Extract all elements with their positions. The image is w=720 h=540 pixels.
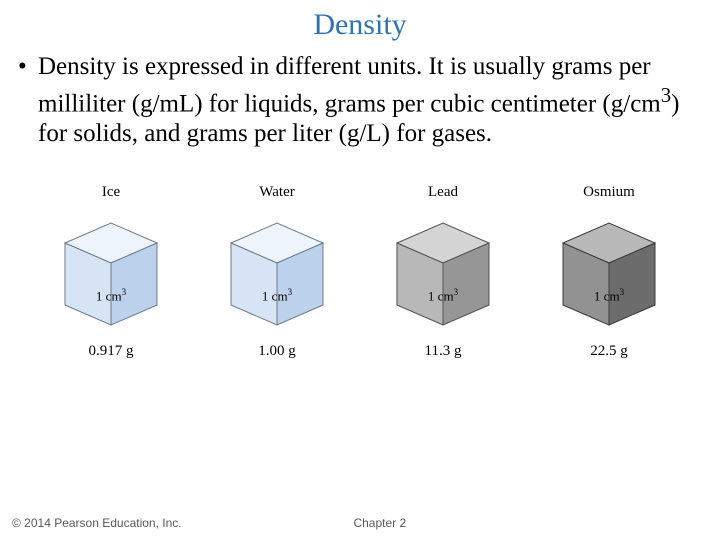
cube-mass: 1.00 g <box>258 343 296 360</box>
cube-block: Osmium 1 cm3 22.5 g <box>529 184 689 360</box>
cube-mass: 0.917 g <box>89 343 134 360</box>
copyright-text: © 2014 Pearson Education, Inc. <box>12 516 182 530</box>
cube-block: Water 1 cm3 1.00 g <box>197 184 357 360</box>
cube-graphic: 1 cm3 <box>549 209 669 329</box>
title-text: Density <box>313 8 406 41</box>
cube-graphic: 1 cm3 <box>383 209 503 329</box>
bullet-item: • Density is expressed in different unit… <box>0 52 720 150</box>
cube-icon <box>383 209 503 329</box>
slide-title: Density <box>0 0 720 52</box>
cube-block: Lead 1 cm3 11.3 g <box>363 184 523 360</box>
cube-graphic: 1 cm3 <box>51 209 171 329</box>
cube-name: Osmium <box>583 184 635 201</box>
cube-icon <box>549 209 669 329</box>
cube-volume: 1 cm3 <box>428 287 458 304</box>
cube-name: Lead <box>428 184 458 201</box>
cube-volume: 1 cm3 <box>594 287 624 304</box>
bullet-marker: • <box>14 52 38 150</box>
cube-icon <box>217 209 337 329</box>
bullet-text: Density is expressed in different units.… <box>38 52 692 150</box>
cube-volume: 1 cm3 <box>96 287 126 304</box>
chapter-text: Chapter 2 <box>182 516 708 530</box>
cube-name: Water <box>259 184 294 201</box>
cube-block: Ice 1 cm3 0.917 g <box>31 184 191 360</box>
cube-mass: 11.3 g <box>425 343 462 360</box>
cube-graphic: 1 cm3 <box>217 209 337 329</box>
cube-mass: 22.5 g <box>590 343 628 360</box>
cube-volume: 1 cm3 <box>262 287 292 304</box>
cubes-figure: Ice 1 cm3 0.917 g Water 1 cm3 1.00 g Lea… <box>0 184 720 360</box>
slide-footer: © 2014 Pearson Education, Inc. Chapter 2 <box>12 516 708 530</box>
cube-name: Ice <box>102 184 120 201</box>
cube-icon <box>51 209 171 329</box>
